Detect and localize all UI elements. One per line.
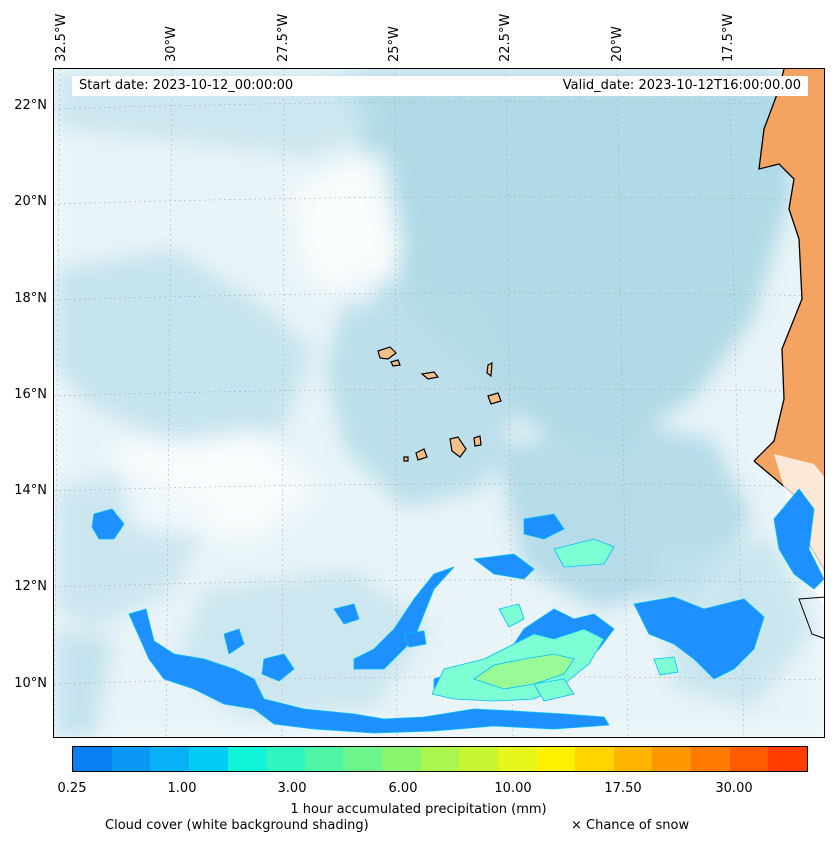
- colorbar-tick-0-25: 0.25: [57, 781, 87, 796]
- precipitation-colorbar: [72, 746, 808, 772]
- colorbar-segment-9: [420, 747, 460, 771]
- lon-label-30w: 30°W: [164, 26, 179, 62]
- colorbar-segment-6: [304, 747, 344, 771]
- start-date-label: Start date: 2023-10-12_00:00:00: [79, 78, 294, 93]
- lat-label-16n: 16°N: [14, 387, 47, 402]
- colorbar-segment-2: [150, 747, 189, 771]
- colorbar-segment-10: [459, 747, 498, 771]
- date-info-bar: Start date: 2023-10-12_00:00:00 Valid_da…: [72, 76, 808, 96]
- colorbar-tick-17-50: 17.50: [604, 781, 642, 796]
- map-canvas: [54, 69, 824, 737]
- lat-label-14n: 14°N: [14, 483, 47, 498]
- colorbar-segment-1: [111, 747, 151, 771]
- lon-label-27-5w: 27.5°W: [276, 13, 291, 62]
- lon-label-25w: 25°W: [387, 26, 402, 62]
- valid-date-label: Valid_date: 2023-10-12T16:00:00.00: [562, 78, 801, 93]
- precipitation-layer: [91, 488, 824, 734]
- snow-legend: × Chance of snow: [571, 818, 690, 833]
- map-panel[interactable]: [53, 68, 825, 738]
- colorbar-tick-1-00: 1.00: [167, 781, 197, 796]
- colorbar-segment-11: [497, 747, 537, 771]
- colorbar-segment-4: [227, 747, 267, 771]
- colorbar-title: 1 hour accumulated precipitation (mm): [290, 802, 547, 817]
- lat-label-20n: 20°N: [14, 194, 47, 209]
- colorbar-tick-30-00: 30.00: [715, 781, 753, 796]
- colorbar-segment-8: [382, 747, 421, 771]
- cloud-cover-legend: Cloud cover (white background shading): [105, 818, 369, 833]
- cape-verde-islands: [377, 346, 502, 462]
- colorbar-segment-7: [343, 747, 382, 771]
- colorbar-segment-18: [768, 747, 807, 771]
- lat-label-12n: 12°N: [14, 579, 47, 594]
- colorbar-segment-3: [188, 747, 228, 771]
- lon-label-32-5w: 32.5°W: [54, 13, 69, 62]
- lat-label-18n: 18°N: [14, 291, 47, 306]
- colorbar-segment-14: [613, 747, 653, 771]
- colorbar-segment-13: [575, 747, 614, 771]
- colorbar-segment-16: [691, 747, 730, 771]
- lat-label-10n: 10°N: [14, 676, 47, 691]
- colorbar-segment-12: [536, 747, 576, 771]
- colorbar-segment-17: [729, 747, 769, 771]
- colorbar-segment-15: [652, 747, 691, 771]
- colorbar-segment-0: [73, 747, 112, 771]
- colorbar-tick-3-00: 3.00: [277, 781, 307, 796]
- colorbar-tick-6-00: 6.00: [388, 781, 418, 796]
- colorbar-tick-10-00: 10.00: [494, 781, 532, 796]
- lon-label-22-5w: 22.5°W: [498, 13, 513, 62]
- lon-label-17-5w: 17.5°W: [721, 13, 736, 62]
- lon-label-20w: 20°W: [610, 26, 625, 62]
- lat-label-22n: 22°N: [14, 98, 47, 113]
- colorbar-segment-5: [266, 747, 305, 771]
